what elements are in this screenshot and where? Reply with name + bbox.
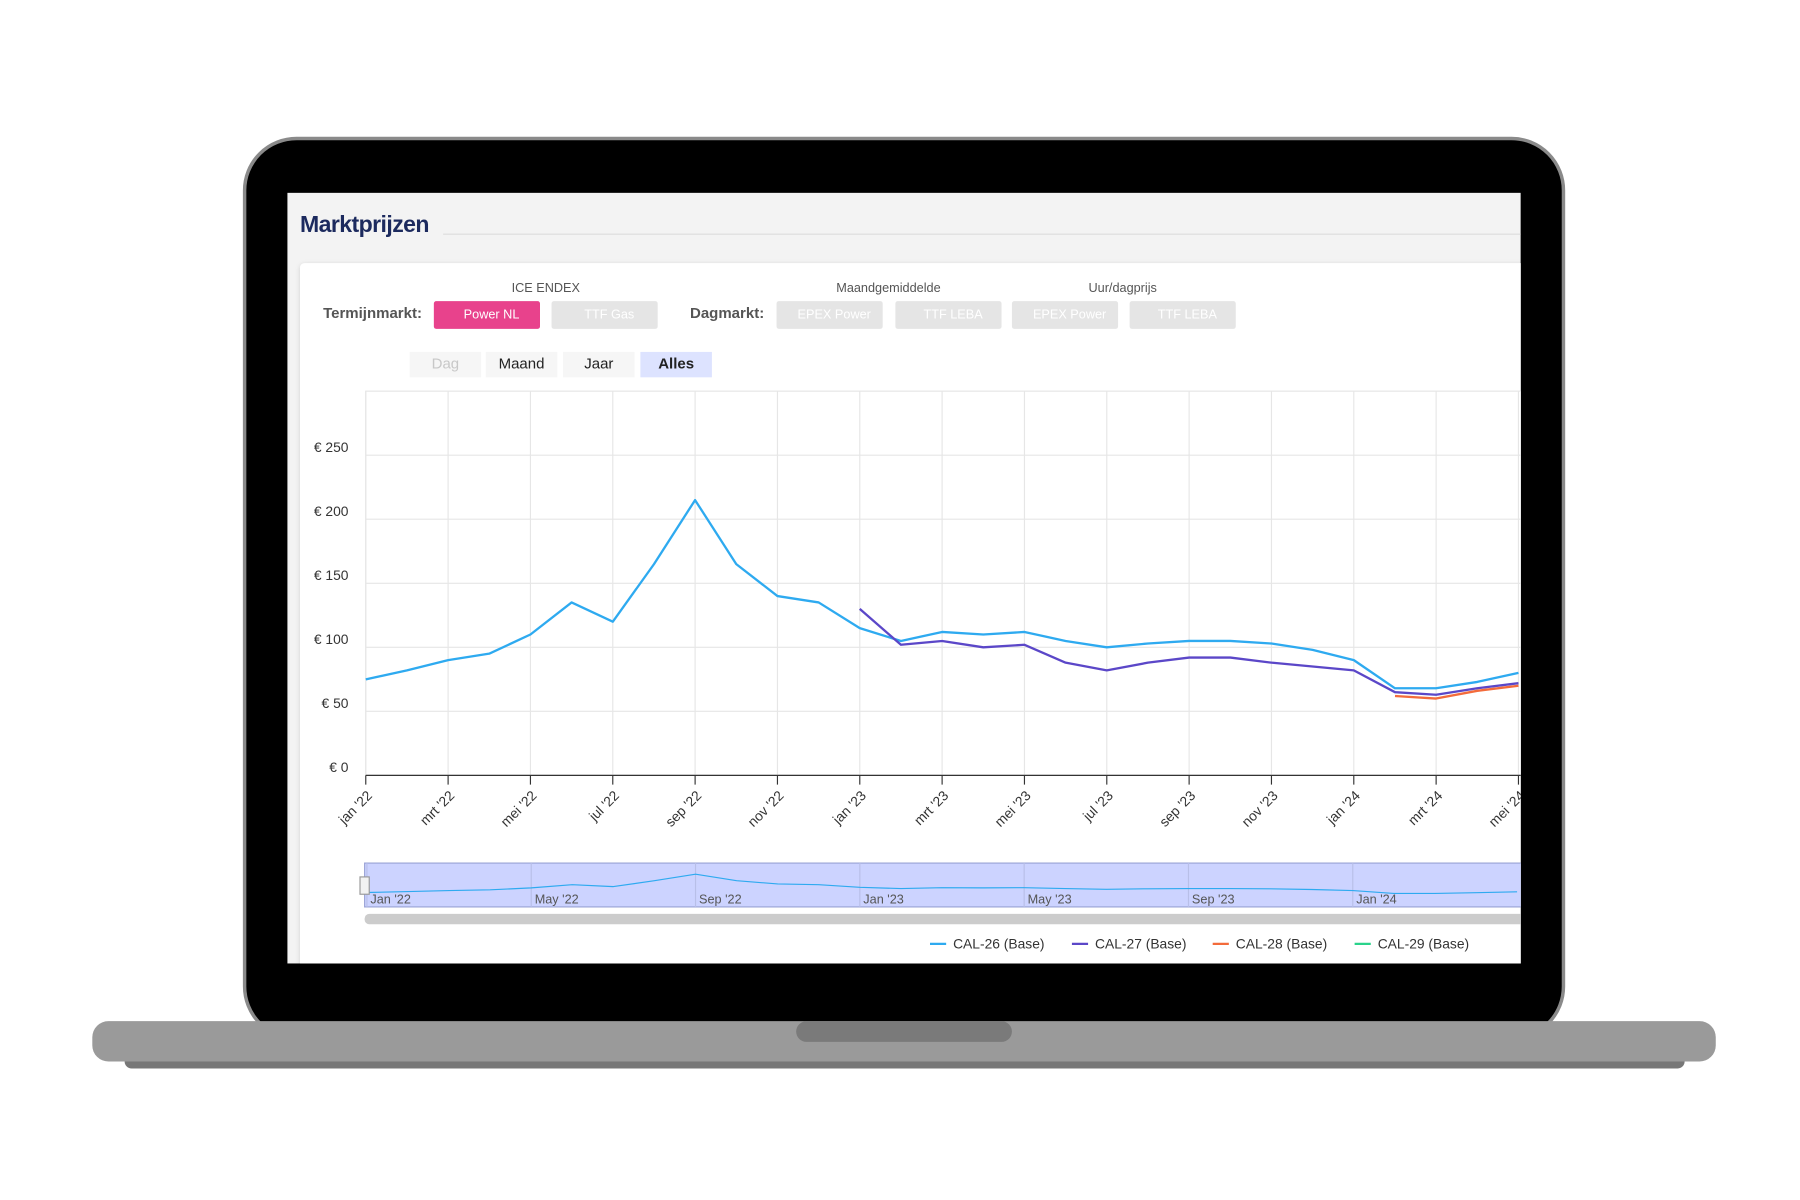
group-title: Uur/dagprijs <box>1088 281 1156 295</box>
navigator-label: Sep '22 <box>699 892 742 906</box>
group-title: ICE ENDEX <box>512 281 581 295</box>
button[interactable]: TTF LEBA <box>923 307 983 321</box>
control-label: Termijnmarkt: <box>323 305 422 322</box>
navigator-handle[interactable] <box>359 876 370 895</box>
range-bg[interactable] <box>485 351 558 378</box>
navigator-label: May '23 <box>1028 892 1072 906</box>
y-tick-label: € 0 <box>329 759 349 775</box>
legend-label[interactable]: CAL-29 (Base) <box>1378 936 1469 952</box>
button-bg[interactable] <box>895 301 1002 329</box>
navigator-line <box>366 873 1518 894</box>
navigator <box>364 862 1521 908</box>
y-tick-label: € 200 <box>314 503 349 519</box>
button-bg[interactable] <box>433 301 540 329</box>
scrollbar <box>364 913 1521 925</box>
button[interactable]: EPEX Power <box>798 307 872 321</box>
button-bg[interactable] <box>776 301 883 329</box>
navigator-label: Sep '23 <box>1192 892 1235 906</box>
legend-label[interactable]: CAL-28 (Base) <box>1236 936 1327 952</box>
y-tick-label: € 100 <box>314 631 349 647</box>
group-title: Maandgemiddelde <box>836 281 940 295</box>
range-bg[interactable] <box>640 351 712 378</box>
button[interactable]: TTF Gas <box>584 307 634 321</box>
navigator-label: Jan '23 <box>863 892 904 906</box>
legend-label[interactable]: CAL-26 (Base) <box>953 936 1044 952</box>
series-line <box>858 608 1519 696</box>
button[interactable]: TTF LEBA <box>1158 307 1218 321</box>
navigator-label: May '22 <box>535 892 579 906</box>
legend-label[interactable]: CAL-27 (Base) <box>1095 936 1186 952</box>
series-line <box>365 498 1519 690</box>
y-tick-label: € 50 <box>322 695 349 711</box>
y-tick-label: € 150 <box>314 567 349 583</box>
controls: ICE ENDEX Termijnmarkt: Power NL TTF Gas… <box>323 281 1236 378</box>
laptop-notch <box>796 1021 1012 1042</box>
y-tick-label: € 250 <box>314 439 349 455</box>
navigator-label: Jan '22 <box>370 892 411 906</box>
button[interactable]: Power NL <box>464 307 520 321</box>
range-button[interactable]: Jaar <box>584 356 613 373</box>
control-label: Dagmarkt: <box>690 305 764 322</box>
range-bg[interactable] <box>409 351 482 378</box>
series-line <box>1394 684 1519 700</box>
range-button[interactable]: Alles <box>658 356 694 373</box>
button-bg[interactable] <box>551 301 658 329</box>
button-bg[interactable] <box>1011 301 1119 329</box>
screen: Marktprijzen ICE ENDEX Termijnmarkt: Pow… <box>287 192 1521 964</box>
button-bg[interactable] <box>1129 301 1236 329</box>
range-button[interactable]: Maand <box>499 356 545 373</box>
range-bg[interactable] <box>563 351 635 378</box>
range-button[interactable]: Dag <box>432 356 460 373</box>
page-title: Marktprijzen <box>300 211 429 237</box>
navigator-label: Jan '24 <box>1356 892 1397 906</box>
button[interactable]: EPEX Power <box>1033 307 1107 321</box>
